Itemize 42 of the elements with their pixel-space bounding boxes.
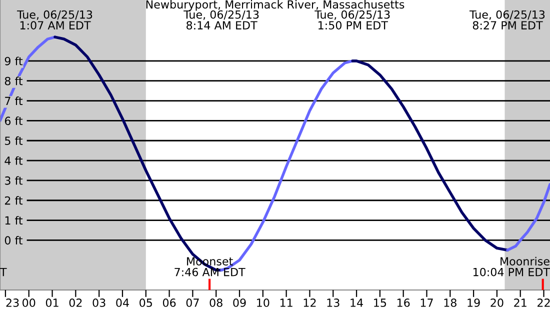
x-tick-label: 13: [327, 298, 340, 307]
x-tick-label: 09: [233, 298, 246, 307]
x-tick-label: 11: [280, 298, 292, 307]
annotation: Tue, 06/25/13 8:27 PM EDT: [469, 10, 545, 30]
x-tick-label: 10: [257, 298, 270, 307]
x-tick-label: 02: [69, 298, 82, 307]
y-tick-label: 4 ft: [4, 156, 23, 165]
x-tick-label: 06: [162, 298, 176, 307]
x-tick-label: 20: [490, 298, 504, 307]
x-tick-label: 14: [350, 298, 363, 307]
y-tick-label: 2 ft: [4, 196, 23, 205]
y-tick-label: 1 ft: [5, 216, 23, 225]
x-tick-label: 12: [304, 298, 316, 307]
y-tick-label: 3 ft: [5, 176, 23, 185]
x-tick-label: 18: [444, 298, 456, 307]
y-tick-label: 9 ft: [4, 56, 23, 66]
y-tick-label: 6 ft: [4, 116, 23, 126]
chart-title: Newburyport, Merrimack River, Massachusetts: [146, 0, 404, 11]
annotation: Tue, 06/25/13 1:07 AM EDT: [16, 10, 92, 30]
annotation: Tue, 06/25/13 8:14 AM EDT: [184, 10, 259, 30]
x-tick-label: 19: [468, 298, 480, 307]
x-tick-label: 15: [374, 298, 386, 307]
x-tick-label: 23: [6, 298, 19, 307]
x-tick-label: 17: [420, 298, 433, 307]
x-tick-label: 01: [46, 298, 58, 307]
x-tick-label: 21: [514, 298, 526, 307]
y-tick-label: 0 ft: [4, 236, 23, 245]
y-tick-label: 7 ft: [5, 96, 23, 106]
x-tick-label: 22: [538, 298, 550, 307]
x-tick-label: 03: [92, 298, 106, 307]
x-tick-label: 04: [116, 298, 129, 307]
x-tick-label: 07: [186, 298, 199, 307]
annotation: Tue, 06/25/13 1:50 PM EDT: [314, 10, 390, 30]
line-series: [506, 183, 550, 252]
y-tick-label: 5 ft: [5, 136, 23, 145]
y-tick-label: 8 ft: [4, 76, 23, 86]
x-tick-label: 00: [22, 298, 36, 307]
x-tick-label: 05: [140, 298, 152, 307]
x-tick-label: 16: [397, 298, 410, 307]
annotation: Moonrise 10:04 PM EDT: [473, 256, 550, 276]
annotation: T: [0, 268, 7, 276]
x-tick-label: 08: [210, 298, 222, 307]
